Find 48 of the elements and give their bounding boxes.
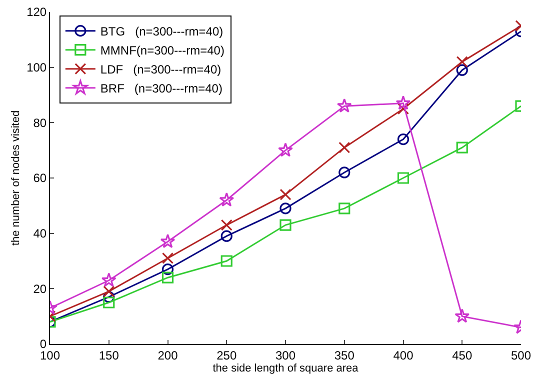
- x-tick-label: 250: [216, 348, 237, 362]
- point: [160, 234, 176, 248]
- legend-label: LDF (n=300---rm=40): [100, 62, 222, 76]
- y-tick-label: 60: [33, 171, 47, 186]
- point: [280, 188, 292, 200]
- point: [280, 219, 292, 231]
- point: [219, 192, 234, 207]
- point: [338, 142, 350, 154]
- y-tick-label: 80: [33, 116, 47, 130]
- x-tick-label: 350: [334, 348, 355, 362]
- point: [162, 264, 174, 276]
- y-tick-label: 0: [40, 337, 47, 352]
- legend-label: MMNF(n=300---rm=40): [100, 44, 224, 58]
- point: [396, 96, 411, 110]
- y-tick-label: 120: [26, 5, 47, 20]
- y-tick-label: 40: [33, 226, 47, 241]
- point: [456, 64, 468, 76]
- x-tick-label: 500: [510, 348, 532, 362]
- point: [456, 142, 468, 154]
- x-tick-label: 300: [275, 348, 296, 362]
- point: [338, 202, 350, 214]
- point: [220, 230, 232, 242]
- y-tick-label: 100: [26, 60, 47, 75]
- x-tick-label: 200: [158, 348, 178, 362]
- point: [397, 133, 410, 146]
- y-tick-label: 20: [33, 282, 47, 296]
- point: [456, 56, 468, 68]
- point: [220, 219, 232, 231]
- point: [454, 308, 470, 323]
- point: [103, 296, 115, 308]
- point: [397, 103, 410, 115]
- x-tick-label: 150: [98, 348, 120, 362]
- x-axis-title: the side length of square area: [212, 362, 360, 375]
- point: [162, 252, 174, 264]
- legend-label: BRF (n=300---rm=40): [100, 82, 222, 96]
- legend-label: BTG (n=300---rm=40): [100, 24, 224, 38]
- point: [162, 272, 174, 284]
- x-tick-label: 400: [393, 348, 414, 362]
- point: [338, 166, 350, 178]
- x-tick-label: 450: [452, 348, 472, 362]
- point: [101, 272, 116, 287]
- point: [103, 286, 115, 298]
- point: [336, 98, 352, 113]
- y-axis-title: the number of nodes visited: [10, 110, 22, 246]
- point: [220, 255, 232, 267]
- point: [397, 172, 410, 184]
- point: [278, 142, 293, 157]
- point: [280, 202, 292, 214]
